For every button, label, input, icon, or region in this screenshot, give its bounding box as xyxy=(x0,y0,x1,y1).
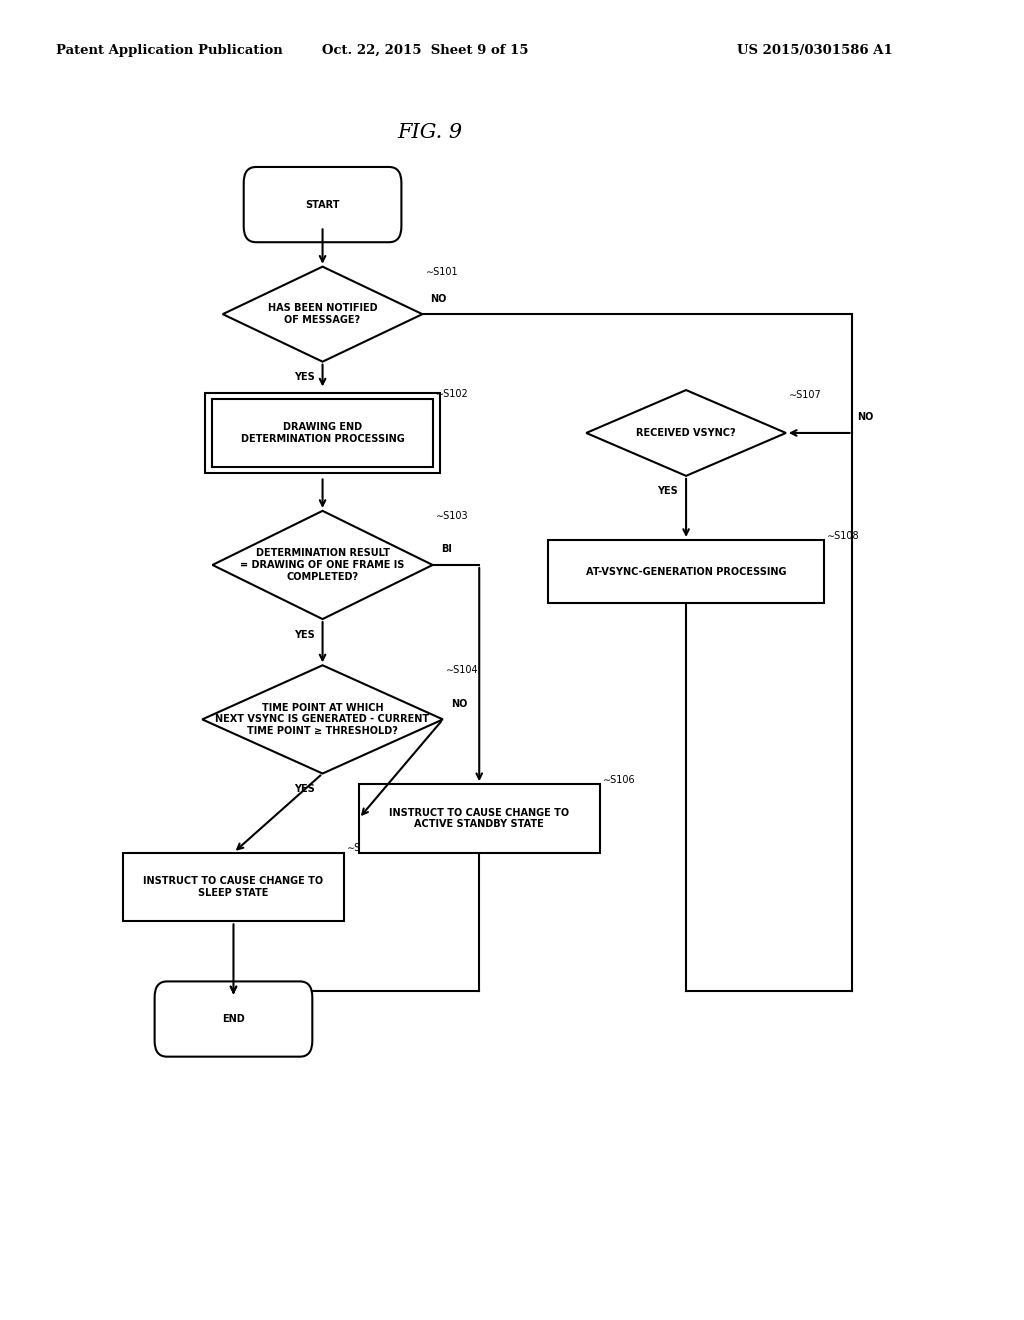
Text: ∼S106: ∼S106 xyxy=(602,775,635,785)
Polygon shape xyxy=(223,267,422,362)
Text: YES: YES xyxy=(294,372,314,383)
Text: ∼S104: ∼S104 xyxy=(446,665,478,676)
Text: ∼S107: ∼S107 xyxy=(790,391,821,400)
Text: Patent Application Publication: Patent Application Publication xyxy=(56,44,283,57)
Text: FIG. 9: FIG. 9 xyxy=(397,123,463,141)
Text: YES: YES xyxy=(657,486,678,496)
Bar xyxy=(359,784,600,853)
Text: INSTRUCT TO CAUSE CHANGE TO
SLEEP STATE: INSTRUCT TO CAUSE CHANGE TO SLEEP STATE xyxy=(143,876,324,898)
Text: ∼S108: ∼S108 xyxy=(827,531,860,541)
FancyBboxPatch shape xyxy=(244,168,401,243)
Text: BI: BI xyxy=(440,544,452,554)
FancyBboxPatch shape xyxy=(155,982,312,1056)
Text: NO: NO xyxy=(858,412,873,422)
Text: INSTRUCT TO CAUSE CHANGE TO
ACTIVE STANDBY STATE: INSTRUCT TO CAUSE CHANGE TO ACTIVE STAND… xyxy=(389,808,569,829)
Text: US 2015/0301586 A1: US 2015/0301586 A1 xyxy=(737,44,893,57)
Polygon shape xyxy=(213,511,432,619)
Text: HAS BEEN NOTIFIED
OF MESSAGE?: HAS BEEN NOTIFIED OF MESSAGE? xyxy=(267,304,378,325)
Text: AT-VSYNC-GENERATION PROCESSING: AT-VSYNC-GENERATION PROCESSING xyxy=(586,566,786,577)
Polygon shape xyxy=(586,391,786,475)
Text: NO: NO xyxy=(451,698,467,709)
Text: ∼S101: ∼S101 xyxy=(426,267,458,277)
Text: YES: YES xyxy=(294,630,314,640)
Text: START: START xyxy=(305,199,340,210)
Text: ∼S102: ∼S102 xyxy=(436,389,468,400)
Text: RECEIVED VSYNC?: RECEIVED VSYNC? xyxy=(636,428,736,438)
Bar xyxy=(124,853,344,921)
Text: END: END xyxy=(222,1014,245,1024)
Text: DRAWING END
DETERMINATION PROCESSING: DRAWING END DETERMINATION PROCESSING xyxy=(241,422,404,444)
Text: ∼S103: ∼S103 xyxy=(436,511,468,521)
Text: TIME POINT AT WHICH
NEXT VSYNC IS GENERATED - CURRENT
TIME POINT ≥ THRESHOLD?: TIME POINT AT WHICH NEXT VSYNC IS GENERA… xyxy=(215,702,430,737)
Text: Oct. 22, 2015  Sheet 9 of 15: Oct. 22, 2015 Sheet 9 of 15 xyxy=(322,44,528,57)
Text: NO: NO xyxy=(430,293,446,304)
Text: DETERMINATION RESULT
= DRAWING OF ONE FRAME IS
COMPLETED?: DETERMINATION RESULT = DRAWING OF ONE FR… xyxy=(241,548,404,582)
Text: ∼S105: ∼S105 xyxy=(346,843,379,854)
Text: YES: YES xyxy=(294,784,314,795)
Bar xyxy=(205,393,440,473)
Bar xyxy=(548,540,824,603)
Bar xyxy=(213,399,432,467)
Polygon shape xyxy=(203,665,442,774)
